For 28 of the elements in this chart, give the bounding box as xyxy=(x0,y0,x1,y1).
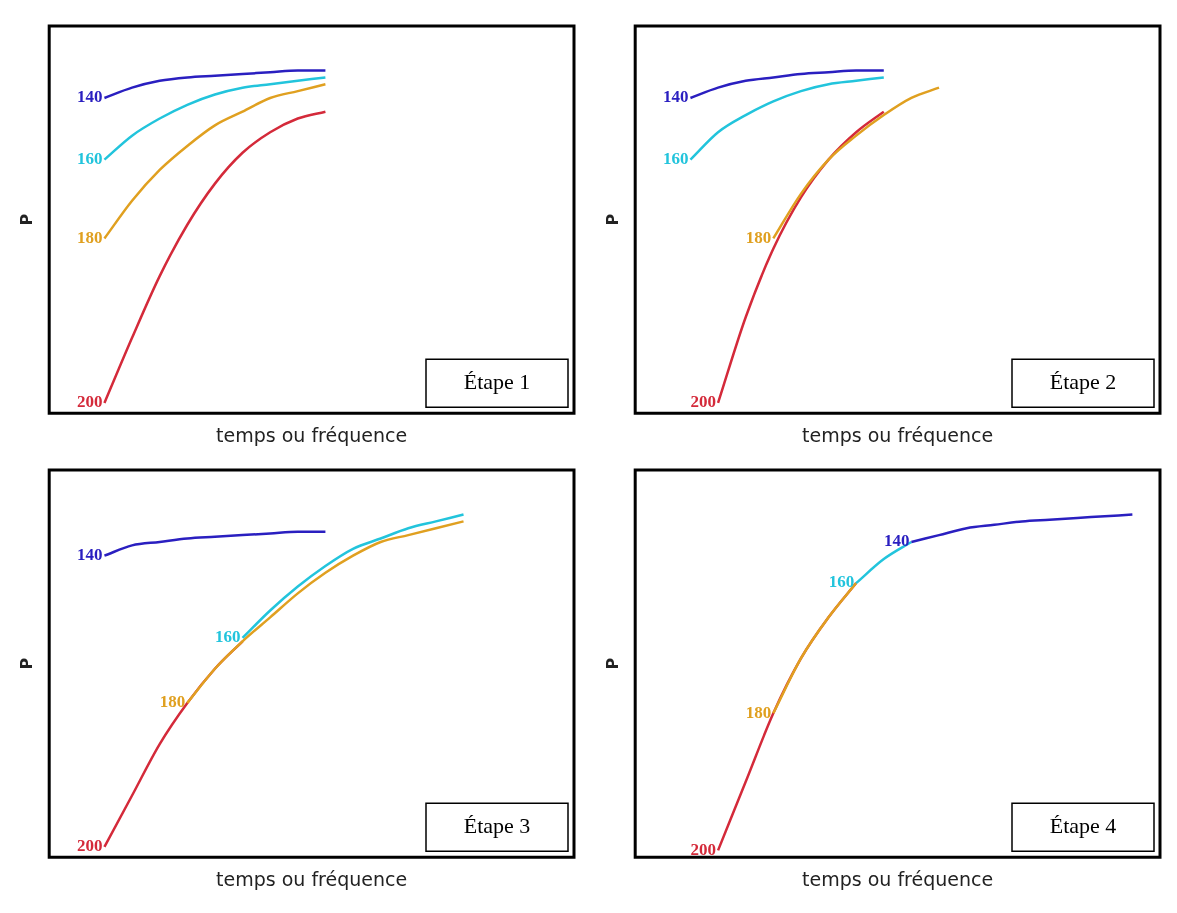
series-label: 180 xyxy=(159,692,186,712)
x-axis-title: temps ou fréquence xyxy=(216,423,408,446)
series-label: 140 xyxy=(883,531,910,551)
annotation: Étape 2 xyxy=(1049,368,1117,394)
y-axis-title: P xyxy=(16,213,36,226)
annotation: Étape 1 xyxy=(463,368,531,394)
annotation: Étape 4 xyxy=(1049,812,1117,838)
series-label: 200 xyxy=(76,392,103,412)
series-label: 180 xyxy=(745,702,772,722)
y-axis-title: P xyxy=(602,657,622,670)
series-label: 140 xyxy=(76,87,103,107)
series-label: 160 xyxy=(662,149,689,169)
y-axis-title: P xyxy=(16,657,36,670)
series-label: 160 xyxy=(215,627,241,647)
series-label: 180 xyxy=(76,227,103,247)
annotation: Étape 3 xyxy=(463,812,531,838)
x-axis-title: temps ou fréquence xyxy=(802,423,994,446)
y-axis-title: P xyxy=(602,213,622,226)
series-label: 200 xyxy=(690,839,717,859)
series-label: 180 xyxy=(745,227,772,247)
x-axis-title: temps ou fréquence xyxy=(216,867,408,890)
series-label: 140 xyxy=(662,87,689,107)
series-label: 160 xyxy=(76,149,103,169)
series-label: 140 xyxy=(76,545,103,565)
series-label: 160 xyxy=(828,572,855,592)
series-label: 200 xyxy=(690,392,717,412)
series-label: 200 xyxy=(76,836,103,856)
x-axis-title: temps ou fréquence xyxy=(802,867,994,890)
